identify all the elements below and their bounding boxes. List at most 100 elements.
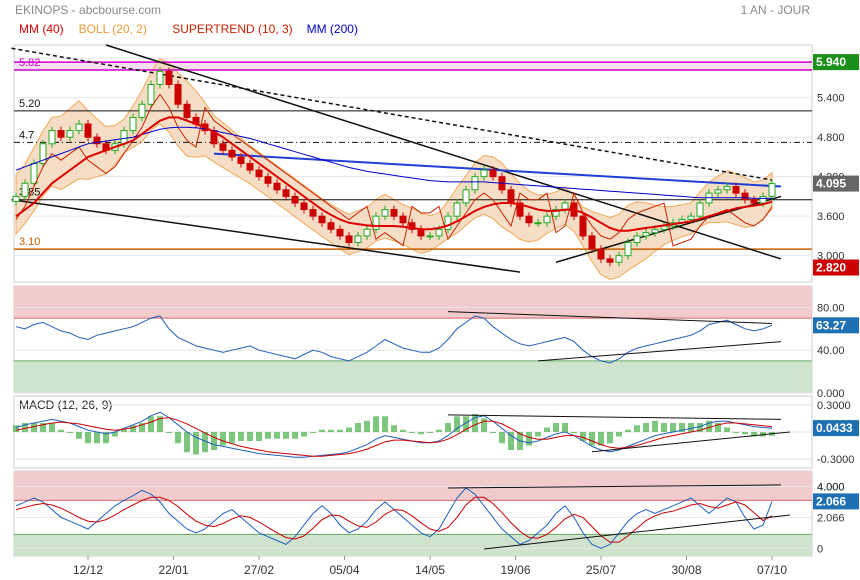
- macd-histogram-bar: [751, 432, 757, 437]
- macd-histogram-bar: [634, 425, 640, 432]
- macd-histogram-bar: [13, 425, 19, 432]
- macd-histogram-bar: [391, 425, 397, 432]
- candle-body: [552, 209, 560, 217]
- macd-histogram-bar: [184, 432, 190, 453]
- macd-histogram-bar: [715, 423, 721, 432]
- macd-histogram-bar: [409, 432, 415, 433]
- macd-histogram-bar: [724, 427, 730, 432]
- macd-histogram-bar: [220, 432, 226, 446]
- macd-histogram-bar: [76, 432, 82, 439]
- macd-histogram-bar: [337, 429, 343, 432]
- level-label-2: 4.7: [19, 129, 34, 141]
- macd-histogram-bar: [661, 423, 667, 432]
- candle-body: [30, 163, 38, 184]
- x-tick-label-1: 22/01: [159, 563, 189, 577]
- macd-histogram-bar: [616, 432, 622, 437]
- candle-body: [57, 130, 65, 138]
- macd-histogram-bar: [508, 432, 514, 450]
- candle-body: [561, 202, 569, 211]
- macd-histogram-bar: [382, 416, 388, 432]
- macd-histogram-bar: [535, 432, 541, 437]
- macd-axis-label-2: -0.3000: [817, 454, 854, 466]
- candle-body: [381, 209, 389, 217]
- macd-histogram-bar: [490, 432, 496, 433]
- candle-body: [723, 186, 731, 191]
- macd-histogram-bar: [85, 432, 91, 444]
- macd-histogram-bar: [364, 420, 370, 432]
- candle-body: [336, 228, 344, 237]
- macd-histogram-bar: [157, 416, 163, 432]
- pgo-axis-label-2: 0: [817, 543, 823, 555]
- pgo-oversold-zone: [14, 534, 812, 556]
- rsi-overbought-zone: [14, 286, 812, 319]
- rsi-axis-label-1: 40.00: [817, 345, 845, 357]
- candle-body: [219, 143, 227, 151]
- candle-body: [741, 192, 749, 201]
- candle-body: [318, 215, 326, 224]
- macd-histogram-bar: [607, 432, 613, 444]
- macd-histogram-bar: [679, 423, 685, 432]
- price-axis-label-4: 3.600: [817, 211, 845, 223]
- candle-body: [471, 176, 479, 191]
- x-tick-label-2: 27/02: [244, 563, 274, 577]
- pgo-signal-line: [15, 496, 773, 543]
- trendline-blue: [213, 152, 782, 188]
- candle-body: [246, 163, 254, 171]
- macd-histogram-bar: [499, 432, 505, 444]
- macd-histogram-bar: [310, 432, 316, 433]
- candle-body: [489, 169, 497, 178]
- candle-body: [579, 215, 587, 237]
- candle-body: [48, 130, 56, 145]
- candle-body: [390, 209, 398, 217]
- macd-histogram-bar: [670, 423, 676, 432]
- candle-body: [453, 202, 461, 217]
- candle-body: [444, 215, 452, 230]
- macd-histogram-bar: [580, 432, 586, 441]
- macd-histogram-bar: [229, 432, 235, 444]
- macd-histogram-bar: [238, 432, 244, 441]
- rsi-trendline-top: [447, 311, 773, 324]
- candle-body: [138, 103, 146, 118]
- x-tick-label-0: 12/12: [73, 563, 103, 577]
- candle-body: [237, 156, 245, 165]
- macd-histogram-bar: [418, 432, 424, 435]
- candle-body: [156, 70, 164, 86]
- rsi-badge: 63.27: [816, 318, 846, 332]
- macd-axis-label-0: 0.3000: [817, 400, 851, 412]
- candle-body: [651, 228, 659, 234]
- x-tick-label-6: 25/07: [586, 563, 616, 577]
- macd-histogram-bar: [562, 423, 568, 432]
- macd-histogram-bar: [40, 423, 46, 432]
- ma200-line: [15, 126, 772, 199]
- candle-body: [588, 235, 596, 250]
- macd-histogram-bar: [346, 427, 352, 432]
- candle-body: [120, 130, 128, 145]
- macd-histogram-bar: [256, 432, 262, 441]
- macd-histogram-bar: [193, 432, 199, 455]
- candle-body: [597, 248, 605, 260]
- macd-histogram-bar: [319, 429, 325, 432]
- macd-histogram-bar: [58, 429, 64, 432]
- candle-body: [309, 209, 317, 217]
- pgo-axis-label-top: 4.000: [817, 481, 845, 493]
- pgo-axis-label-1: 2.066: [817, 512, 845, 524]
- candle-body: [507, 189, 515, 204]
- candle-body: [543, 215, 551, 224]
- macd-histogram-bar: [328, 429, 334, 432]
- macd-histogram-bar: [355, 423, 361, 432]
- macd-histogram-bar: [22, 423, 28, 432]
- macd-histogram-bar: [301, 432, 307, 437]
- legend-item-3: MM (200): [307, 22, 358, 36]
- candle-body: [282, 189, 290, 197]
- candle-body: [345, 235, 353, 244]
- candle-body: [39, 143, 47, 164]
- candle-body: [291, 195, 299, 204]
- candle-body: [534, 222, 542, 225]
- candle-body: [642, 232, 650, 237]
- macd-histogram-bar: [454, 416, 460, 432]
- x-tick-label-4: 14/05: [415, 563, 445, 577]
- candle-body: [264, 176, 272, 184]
- rsi-axis-label-2: 0.000: [817, 388, 845, 400]
- macd-histogram-bar: [544, 427, 550, 432]
